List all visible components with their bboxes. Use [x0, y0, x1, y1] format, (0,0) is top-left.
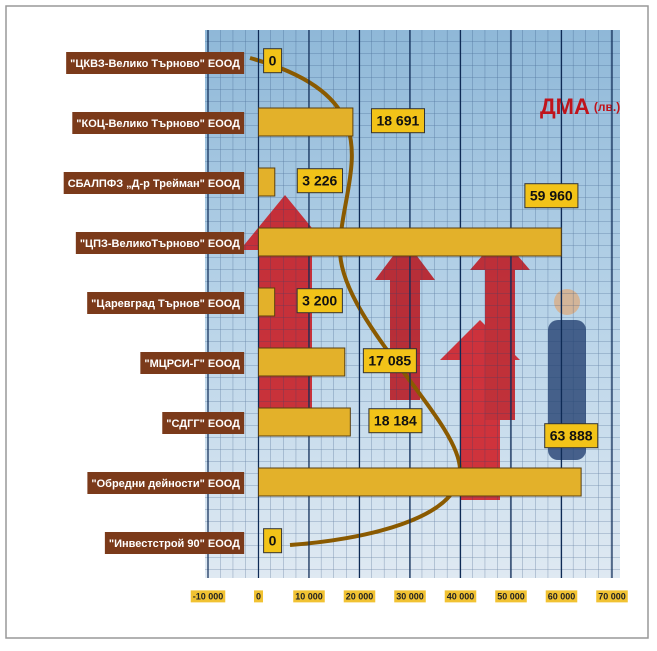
bar	[258, 167, 276, 197]
bar	[258, 467, 582, 497]
value-label: 17 085	[368, 353, 411, 369]
value-label-background	[296, 288, 343, 314]
x-tick-label: 60 000	[548, 591, 576, 601]
x-tick-label-background	[190, 590, 226, 603]
x-tick-label: 30 000	[396, 591, 424, 601]
annotation-main: ДМА	[540, 94, 590, 119]
x-tick-label-background	[343, 590, 376, 603]
y-tick-label-background	[75, 232, 245, 254]
value-label-background	[263, 48, 283, 74]
value-label-background	[362, 348, 417, 374]
value-label: 0	[269, 53, 277, 69]
y-tick-label: "СДГГ" ЕООД	[166, 418, 240, 430]
value-label: 3 226	[302, 173, 337, 189]
x-tick-label: 0	[256, 591, 261, 601]
value-label: 3 200	[302, 293, 337, 309]
value-label-background	[524, 183, 579, 209]
value-label: 18 691	[376, 113, 419, 129]
x-tick-label-background	[545, 590, 578, 603]
value-label: 18 184	[374, 413, 417, 429]
x-tick-label: 50 000	[497, 591, 525, 601]
y-tick-label-background	[87, 292, 245, 314]
y-tick-label: "Обредни дейности" ЕООД	[91, 478, 240, 490]
y-tick-label-background	[72, 112, 245, 134]
x-tick-label: 40 000	[447, 591, 475, 601]
bar	[258, 287, 276, 317]
y-tick-label-background	[104, 532, 245, 554]
x-tick-label: 20 000	[346, 591, 374, 601]
x-tick-label: 70 000	[598, 591, 626, 601]
value-label: 0	[269, 533, 277, 549]
x-tick-label-background	[394, 590, 426, 603]
y-tick-label-background	[66, 52, 245, 74]
bar	[258, 227, 562, 257]
bar	[258, 407, 351, 437]
x-tick-label-background	[495, 590, 527, 603]
value-label-background	[368, 408, 423, 434]
value-label-background	[296, 168, 344, 194]
value-label: 59 960	[530, 188, 573, 204]
y-tick-label: "ЦКВЗ-Велико Търново" ЕООД	[70, 58, 240, 70]
value-label-background	[370, 108, 426, 134]
y-tick-label: СБАЛПФЗ „Д-р Трейман" ЕООД	[68, 178, 240, 190]
x-tick-label-background	[444, 590, 477, 603]
bar	[258, 107, 354, 137]
annotation: ДМА (лв.)	[540, 94, 620, 119]
y-tick-label-background	[87, 472, 245, 494]
value-label-background	[263, 528, 283, 554]
value-label: 63 888	[550, 428, 593, 444]
y-tick-label: "КОЦ-Велико Търново" ЕООД	[76, 118, 240, 130]
y-tick-label: "Царевград Търнов" ЕООД	[91, 298, 240, 310]
annotation-unit: (лв.)	[594, 100, 620, 114]
x-tick-label-background	[596, 590, 628, 603]
y-tick-label: "ЦПЗ-ВеликоТърново" ЕООД	[80, 238, 240, 250]
y-tick-label-background	[63, 172, 245, 194]
x-tick-label: 10 000	[295, 591, 323, 601]
y-tick-label: "Инвестстрой 90" ЕООД	[109, 538, 240, 550]
y-tick-label-background	[162, 412, 245, 434]
x-tick-label-background	[293, 590, 325, 603]
x-tick-label: -10 000	[193, 591, 224, 601]
x-tick-label-background	[253, 590, 264, 603]
value-label-background	[544, 423, 599, 449]
bar	[258, 347, 346, 377]
y-tick-label-background	[140, 352, 245, 374]
y-tick-label: "МЦРСИ-Г" ЕООД	[144, 358, 240, 370]
